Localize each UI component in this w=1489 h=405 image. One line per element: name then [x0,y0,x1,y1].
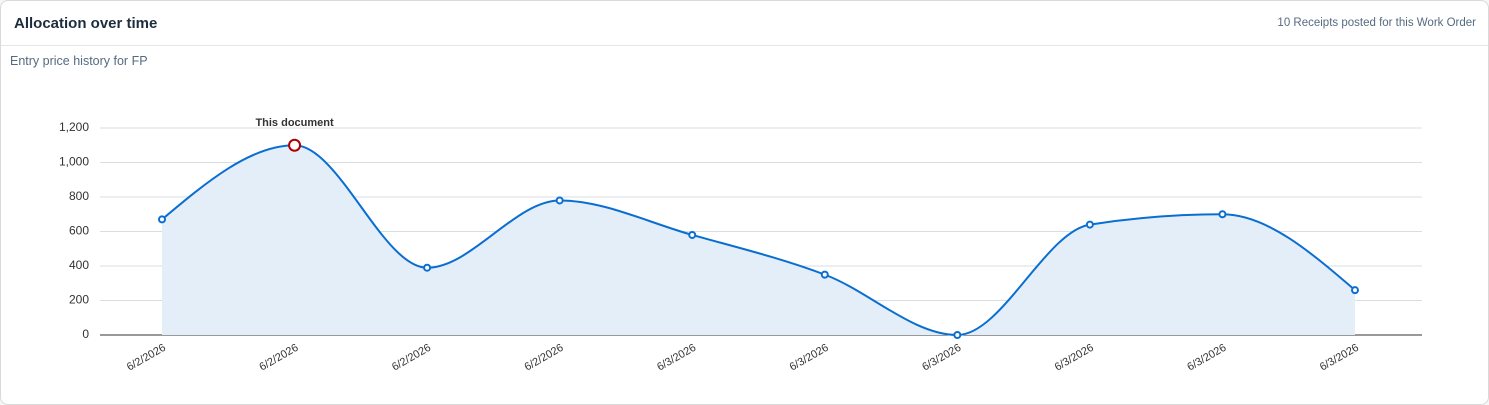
point [158,215,166,224]
y-tick-label: 600 [69,224,89,238]
area [162,145,1355,335]
x-tick-label: 6/2/2026 [390,342,433,374]
receipt-count: 10 Receipts posted for this Work Order [1277,17,1476,29]
y-tick-label: 1,000 [59,155,89,169]
x-tick-label: 6/2/2026 [523,342,566,374]
y-tick-label: 1,200 [59,120,89,134]
y-tick-label: 200 [69,293,89,307]
annotation: This document [255,117,334,129]
x-tick-label: 6/3/2026 [655,342,698,374]
point [1085,220,1094,229]
x-tick-label: 6/3/2026 [1185,342,1228,374]
y-tick-label: 0 [82,327,89,341]
x-tick-label: 6/3/2026 [1053,342,1096,374]
highlight-point [288,138,302,152]
x-tick-label: 6/3/2026 [1318,342,1361,374]
subtitle: Entry price history for FP [10,54,148,68]
y-tick-label: 800 [69,189,89,203]
point [555,196,564,205]
card-header: Allocation over time 10 Receipts posted … [1,1,1488,46]
point [1351,286,1359,295]
x-tick-label: 6/2/2026 [125,342,168,374]
point [423,263,432,272]
line [161,144,1356,337]
point [1218,210,1227,219]
x-tick-label: 6/3/2026 [920,342,963,374]
y-tick-label: 400 [69,258,89,272]
point [688,230,697,239]
point [820,270,829,279]
card-title: Allocation over time [14,14,158,32]
x-tick-label: 6/3/2026 [788,342,831,374]
x-tick-label: 6/2/2026 [257,342,300,374]
point [953,331,962,339]
